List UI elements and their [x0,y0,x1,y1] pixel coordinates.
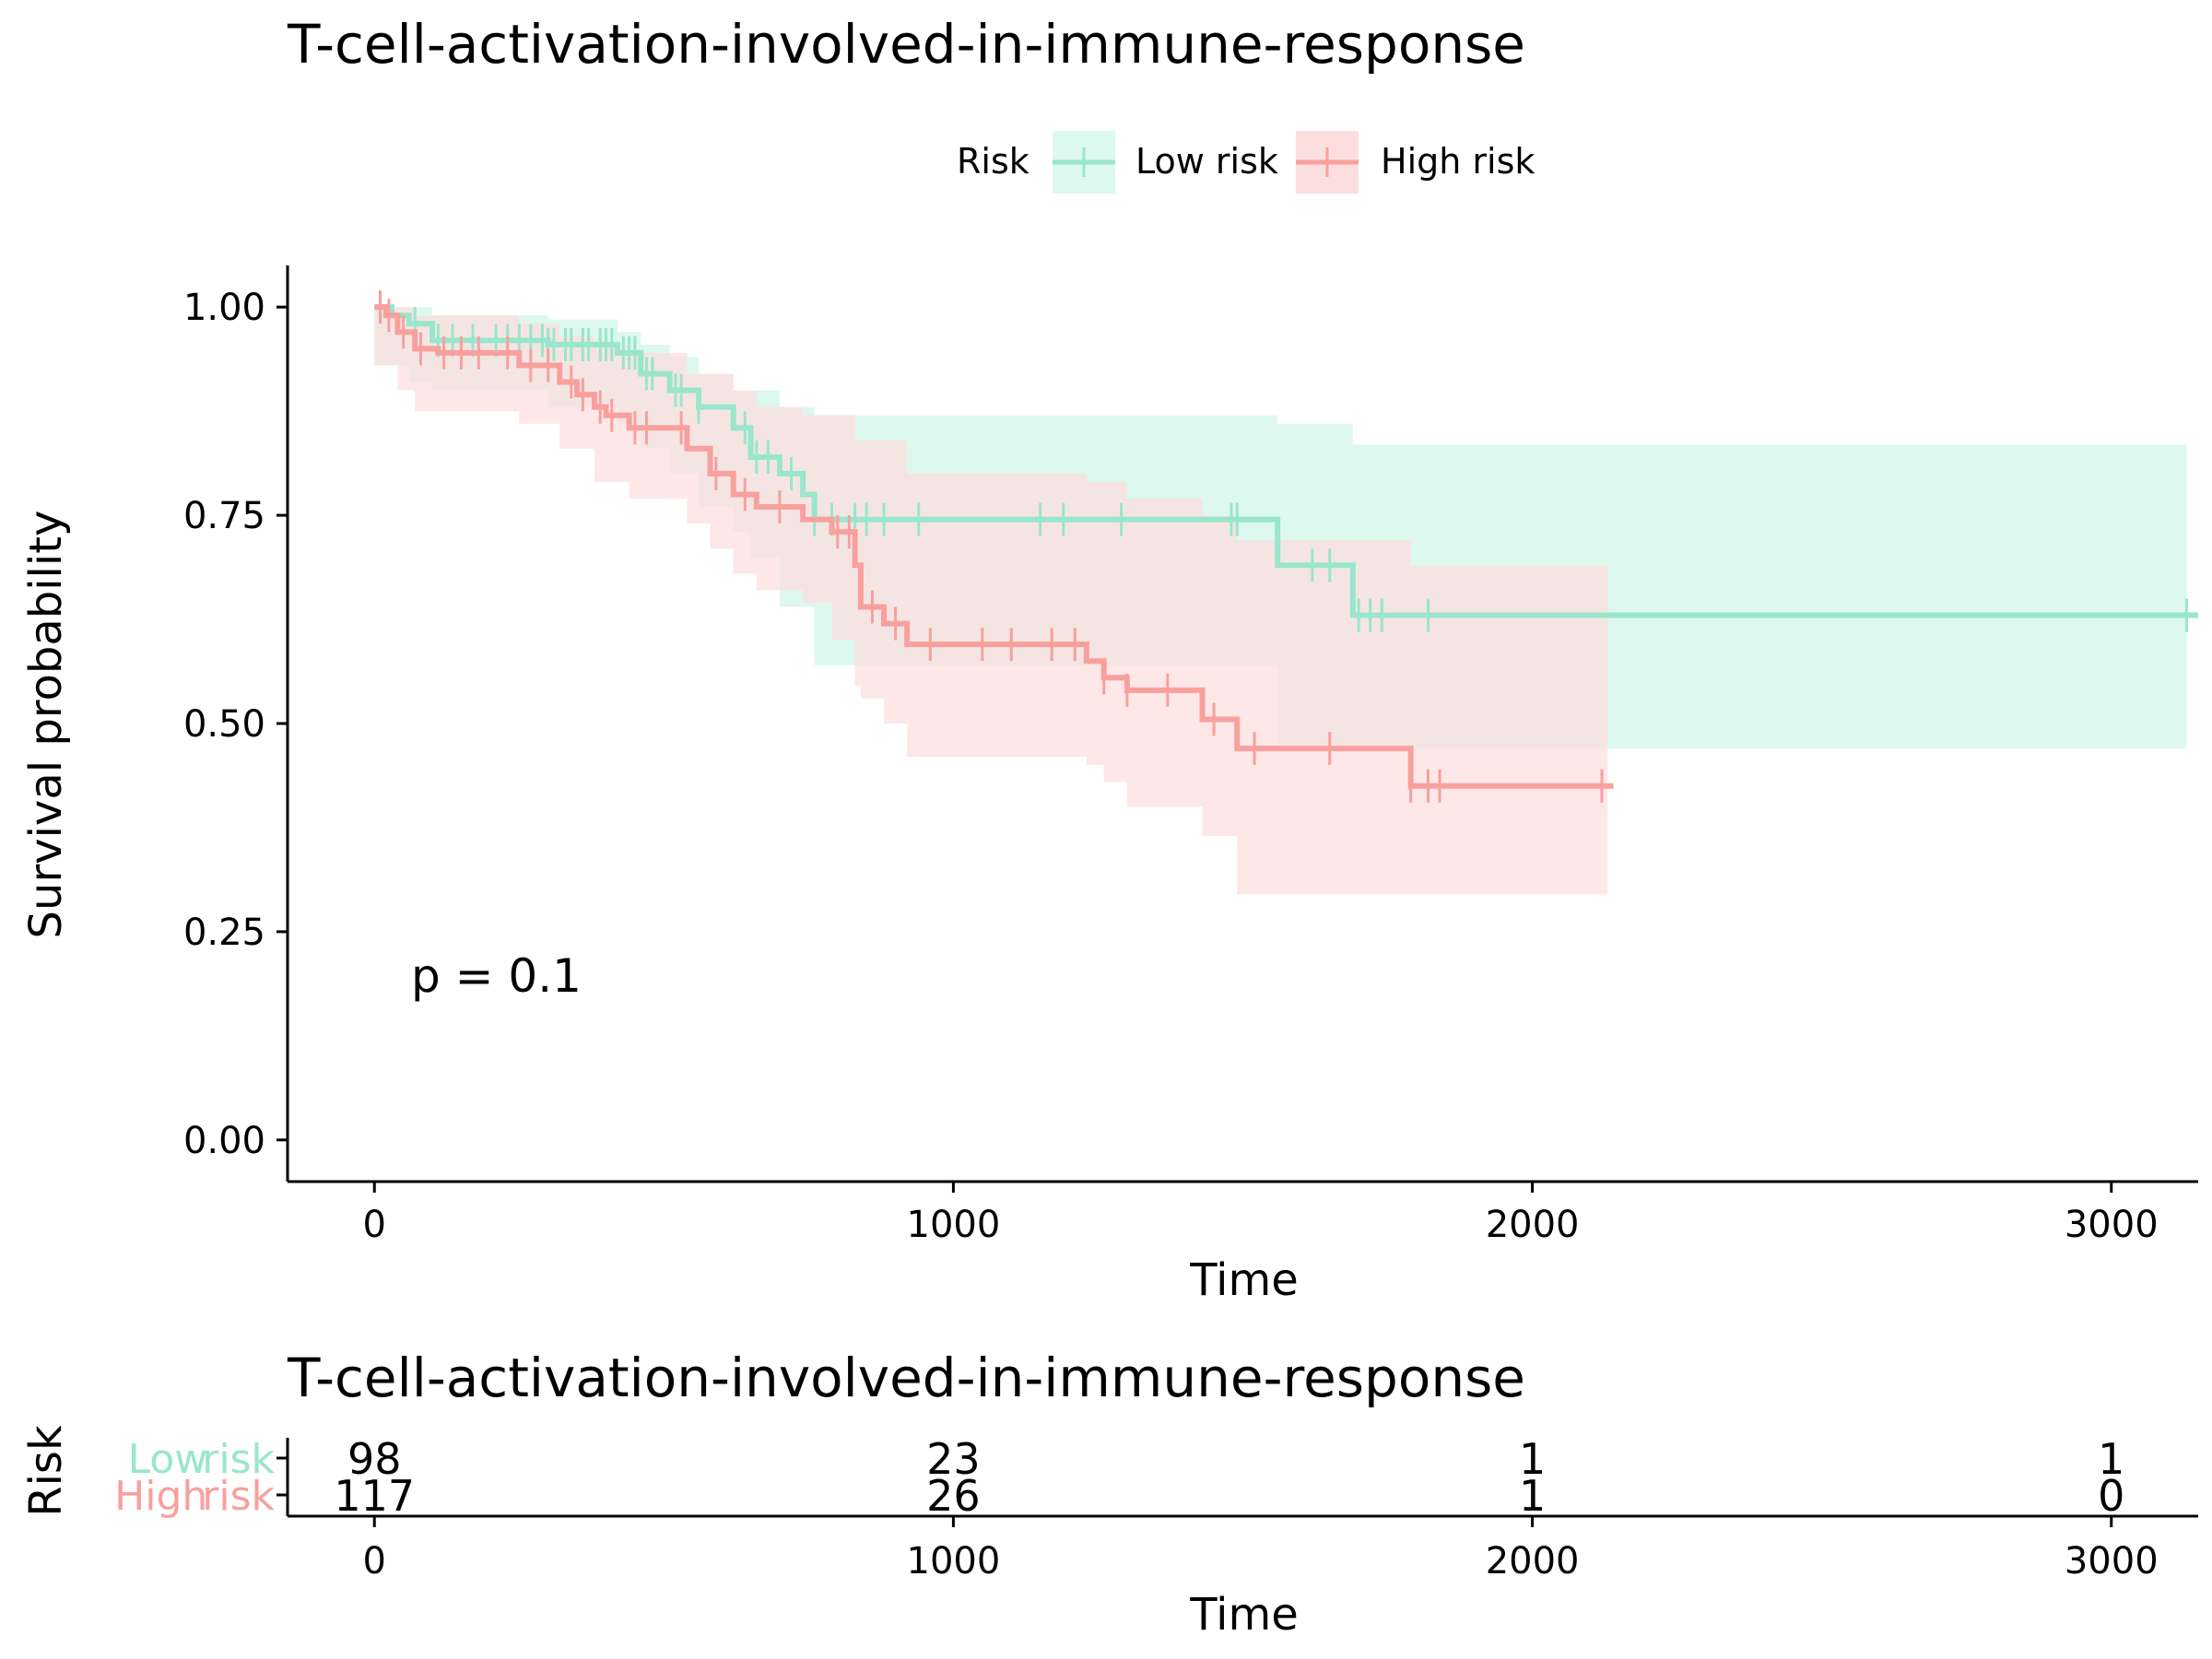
risk-table-row-label-left: High [114,1473,207,1520]
chart-title: T-cell-activation-involved-in-immune-res… [287,13,1525,76]
risk-table-x-tick-label: 2000 [1486,1540,1580,1583]
y-tick-label: 0.75 [183,495,265,537]
legend-title: Risk [957,141,1030,182]
y-tick-label: 0.25 [183,912,265,954]
risk-table-cell: 26 [926,1471,981,1521]
risk-table-row-label-left: Low [128,1436,208,1483]
x-axis-label: Time [1189,1254,1298,1306]
y-axis-label: Survival probability [20,511,72,939]
ci-band-high-risk [374,307,1608,895]
risk-table-cell: 1 [1519,1434,1546,1484]
risk-table-row-label-right: risk [202,1436,275,1483]
risk-table-cell: 1 [1519,1471,1546,1521]
risk-table-y-label: Risk [20,1425,72,1517]
risk-table-row-label: Lowrisk [128,1436,276,1483]
risk-table-x-label: Time [1189,1589,1298,1641]
risk-table-x-tick-label: 3000 [2065,1540,2159,1583]
risk-table-cell: 0 [2098,1471,2124,1521]
risk-table-cell: 98 [347,1434,402,1484]
risk-table-cell: 23 [926,1434,981,1484]
y-tick-label: 0.50 [183,703,265,746]
x-tick-label: 2000 [1486,1204,1580,1246]
risk-table-cell: 117 [334,1471,415,1521]
legend-label-low: Low risk [1135,141,1278,182]
pvalue-annotation: p = 0.1 [411,949,582,1003]
risk-table-cell: 1 [2098,1434,2124,1484]
risk-table-row-label: Highrisk [114,1473,275,1520]
y-tick-label: 1.00 [183,287,265,329]
risk-table-row-label-right: risk [202,1473,275,1520]
x-tick-label: 1000 [907,1204,1001,1246]
risk-table-x-tick-label: 1000 [907,1540,1001,1583]
x-tick-label: 3000 [2065,1204,2159,1246]
risk-table-title: T-cell-activation-involved-in-immune-res… [287,1347,1525,1409]
legend: Risk Low risk High risk [957,131,1535,194]
risk-table-x-tick-label: 0 [363,1540,386,1583]
x-tick-label: 0 [363,1204,386,1246]
legend-label-high: High risk [1381,141,1535,182]
y-tick-label: 0.00 [183,1120,265,1162]
km-plot-area: 0.00 0.25 0.50 0.75 1.00 0 1000 2000 3000 [183,265,2198,1246]
